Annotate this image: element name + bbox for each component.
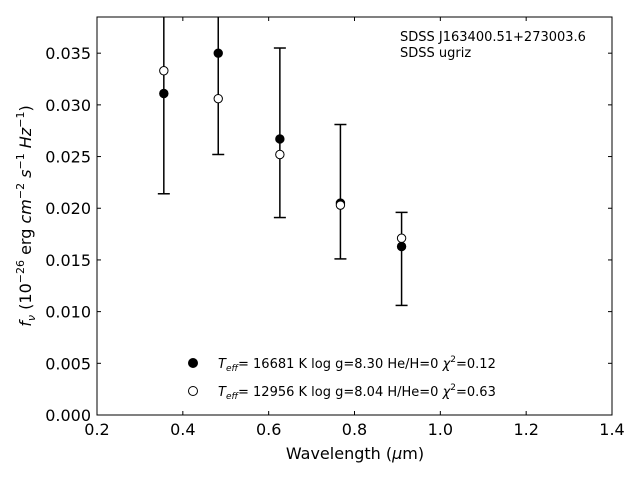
y-tick-label: 0.010 xyxy=(45,303,91,322)
x-axis-ticks: 0.2 0.4 0.6 0.8 1.0 1.2 1.4 xyxy=(84,17,625,439)
x-tick-label: 0.6 xyxy=(256,420,281,439)
x-tick-label: 1.0 xyxy=(428,420,453,439)
y-tick-label: 0.000 xyxy=(45,406,91,425)
legend-marker-open xyxy=(188,386,198,396)
data-point-open xyxy=(335,200,346,210)
data-point-filled xyxy=(213,48,223,58)
data-point-filled xyxy=(396,241,407,252)
data-points xyxy=(159,48,407,252)
data-point-open xyxy=(396,233,407,243)
y-axis-ticks: 0.000 0.005 0.010 0.015 0.020 0.025 0.030 0.035 xyxy=(45,44,612,425)
x-tick-label: 0.4 xyxy=(170,420,195,439)
object-name-annotation: SDSS J163400.51+273003.6 xyxy=(400,30,586,45)
legend-marker-filled xyxy=(188,358,198,368)
photometry-annotation: SDSS ugriz xyxy=(400,46,471,61)
x-tick-label: 1.4 xyxy=(599,420,624,439)
legend-entry-filled: Teff= 16681 K log g=8.30 He/H=0 χ2=0.12 xyxy=(218,355,496,374)
x-axis-label: Wavelength (μm) xyxy=(286,444,424,463)
x-tick-label: 0.8 xyxy=(342,420,367,439)
data-point-open xyxy=(159,66,169,76)
x-tick-label: 1.2 xyxy=(513,420,538,439)
y-tick-label: 0.030 xyxy=(45,96,91,115)
y-tick-label: 0.025 xyxy=(45,148,91,167)
y-tick-label: 0.015 xyxy=(45,251,91,270)
data-point-open xyxy=(213,93,223,104)
y-axis-label: fν (10−26 erg cm−2 s−1 Hz−1) xyxy=(14,105,38,326)
legend: Teff= 16681 K log g=8.30 He/H=0 χ2=0.12 … xyxy=(188,355,496,402)
data-point-filled xyxy=(159,88,169,99)
errorbar-group xyxy=(157,17,408,307)
x-tick-label: 0.2 xyxy=(84,420,109,439)
data-point-open xyxy=(275,149,285,160)
data-point-filled xyxy=(275,134,285,144)
legend-entry-open: Teff= 12956 K log g=8.04 H/He=0 χ2=0.63 xyxy=(218,383,496,402)
y-tick-label: 0.020 xyxy=(45,199,91,218)
plot-frame xyxy=(96,16,613,416)
y-tick-label: 0.005 xyxy=(45,354,91,373)
y-tick-label: 0.035 xyxy=(45,44,91,63)
